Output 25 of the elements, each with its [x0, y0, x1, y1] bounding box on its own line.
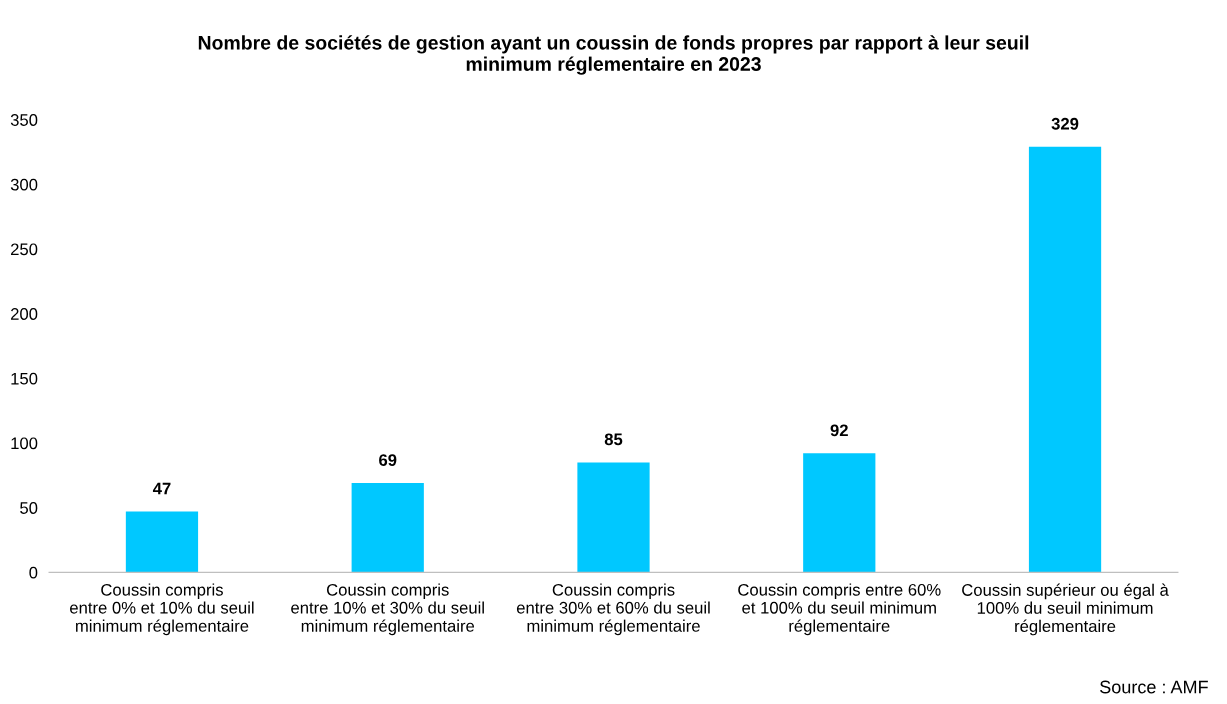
- x-tick-label: Coussin compris entre 60% et 100% du seuil minimum réglementaire: [738, 583, 941, 636]
- y-tick-label: 250: [11, 243, 38, 256]
- bar: [1028, 146, 1102, 573]
- x-tick-label: Coussin compris entre 10% et 30% du seuil minimum réglementaire: [291, 583, 484, 636]
- data-label: 69: [379, 454, 397, 466]
- y-tick-label: 350: [10, 114, 38, 126]
- data-label: 85: [604, 433, 623, 446]
- data-label: 329: [1051, 117, 1079, 130]
- source-note: Source : AMF: [1100, 680, 1208, 694]
- data-label: 92: [830, 424, 848, 437]
- y-tick-label: 200: [11, 308, 38, 320]
- bar: [125, 511, 199, 573]
- bar: [577, 462, 650, 573]
- bar: [351, 483, 424, 573]
- y-tick-label: 0: [29, 566, 38, 579]
- bar: [803, 453, 876, 573]
- y-tick-label: 50: [20, 502, 38, 514]
- y-tick-label: 150: [11, 372, 38, 385]
- y-tick-label: 300: [10, 178, 38, 191]
- x-tick-label: Coussin compris entre 30% et 60% du seuil minimum réglementaire: [516, 583, 710, 636]
- x-tick-label: Coussin supérieur ou égal à 100% du seuil minimum réglementaire: [962, 583, 1169, 636]
- x-tick-label: Coussin compris entre 0% et 10% du seuil minimum réglementaire: [70, 583, 254, 636]
- y-tick-label: 100: [11, 437, 38, 450]
- chart-title: Nombre de sociétés de gestion ayant un coussin de fonds propres par rapport à leur seuil minimum réglementaire en 2023: [198, 35, 1029, 75]
- data-label: 47: [152, 482, 171, 495]
